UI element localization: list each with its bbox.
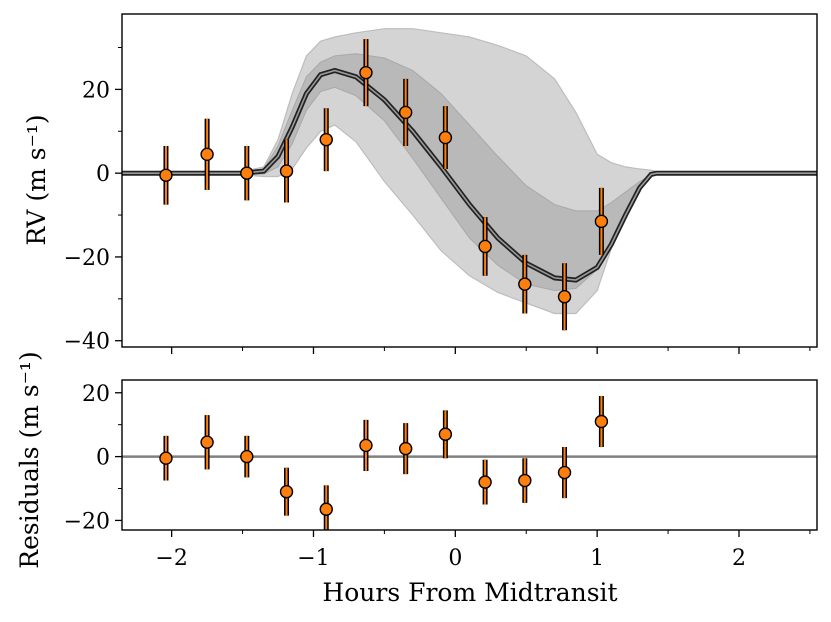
rv-marker <box>518 277 532 291</box>
rv-marker <box>438 130 453 145</box>
rv-panel: −40 −20 0 20 RV (m s⁻¹) <box>22 13 818 355</box>
residual-marker <box>200 435 214 449</box>
residuals-panel: −2 −1 0 1 2 −20 0 20 Residuals (m s⁻¹) Hours Fr… <box>15 351 818 607</box>
rv-marker <box>240 166 254 180</box>
rv-marker <box>478 239 492 254</box>
residual-point <box>594 395 609 448</box>
residual-marker <box>159 451 173 465</box>
rv-marker <box>319 132 333 147</box>
residual-marker <box>359 438 373 453</box>
residual-point <box>200 415 214 470</box>
rv-point <box>518 254 532 314</box>
residual-y-tick-label: 20 <box>82 382 110 407</box>
rv-axis-ticks: −40 −20 0 20 <box>64 47 811 355</box>
residual-point <box>279 467 294 516</box>
residual-point <box>557 447 572 499</box>
rv-marker <box>200 147 214 162</box>
residuals-axis-ticks: −2 −1 0 1 2 −20 0 20 <box>64 382 811 571</box>
rv-y-tick-label: 20 <box>82 78 110 103</box>
rv-marker <box>398 105 413 120</box>
residual-y-tick-label: −20 <box>64 509 110 534</box>
residual-marker <box>438 427 453 441</box>
residual-marker <box>240 449 254 464</box>
residual-point <box>319 485 333 530</box>
rv-y-tick-label: −40 <box>64 330 110 355</box>
residual-marker <box>319 502 333 516</box>
rv-point <box>557 263 572 331</box>
residual-x-tick-label: 1 <box>590 546 604 571</box>
residual-marker <box>398 441 413 456</box>
residual-data-points <box>159 395 609 530</box>
rv-marker <box>159 168 173 182</box>
residual-point <box>359 419 373 471</box>
rv-y-axis-label: RV (m s⁻¹) <box>22 114 51 245</box>
residual-point <box>159 435 173 481</box>
residual-point <box>438 410 453 459</box>
rv-point <box>319 108 333 172</box>
residual-point <box>398 423 413 475</box>
residual-x-tick-label: 0 <box>448 546 462 571</box>
rv-marker <box>557 290 572 304</box>
x-axis-label: Hours From Midtransit <box>322 578 617 607</box>
rv-point <box>594 187 609 255</box>
rv-marker <box>279 164 294 178</box>
rv-point <box>159 145 173 205</box>
residual-y-tick-label: 0 <box>96 446 110 471</box>
rv-point <box>279 139 294 203</box>
residual-point <box>478 459 492 505</box>
rv-point <box>200 118 214 190</box>
residual-point <box>518 458 532 503</box>
rv-panel-frame <box>121 13 818 348</box>
rv-point <box>478 217 492 276</box>
residual-marker <box>279 485 294 499</box>
residual-point <box>240 435 254 478</box>
residual-marker <box>518 473 532 488</box>
rv-y-tick-label: −20 <box>64 246 110 271</box>
rv-point <box>438 106 453 169</box>
residual-x-tick-label: 2 <box>732 546 746 571</box>
rv-data-points <box>159 39 609 331</box>
rv-marker <box>594 214 609 229</box>
residual-x-tick-label: −1 <box>297 546 329 571</box>
rv-marker <box>359 65 373 80</box>
rv-point <box>398 78 413 146</box>
rv-point <box>240 145 254 201</box>
residual-marker <box>478 475 492 489</box>
residuals-panel-frame <box>121 379 818 531</box>
residuals-y-axis-label: Residuals (m s⁻¹) <box>15 351 44 568</box>
residual-marker <box>557 465 572 480</box>
residual-x-tick-label: −2 <box>155 546 187 571</box>
model-curve <box>122 69 817 281</box>
residual-marker <box>594 414 609 429</box>
rv-point <box>359 39 373 107</box>
rv-y-tick-label: 0 <box>96 162 110 187</box>
